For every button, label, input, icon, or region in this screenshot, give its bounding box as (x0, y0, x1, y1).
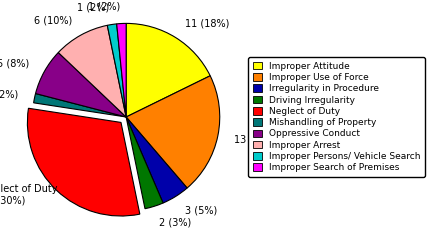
Text: 2 (3%): 2 (3%) (159, 217, 191, 227)
Text: 11 (18%): 11 (18%) (184, 18, 228, 28)
Wedge shape (107, 24, 126, 117)
Text: 1 (2%): 1 (2%) (0, 90, 18, 100)
Wedge shape (126, 117, 187, 203)
Wedge shape (116, 23, 126, 117)
Legend: Improper Attitude, Improper Use of Force, Irregularity in Procedure, Driving Irr: Improper Attitude, Improper Use of Force… (247, 57, 424, 177)
Text: 1 (2%): 1 (2%) (77, 3, 109, 13)
Text: 5 (8%): 5 (8%) (0, 58, 30, 68)
Wedge shape (33, 94, 126, 117)
Wedge shape (126, 117, 163, 209)
Text: 6 (10%): 6 (10%) (34, 15, 72, 26)
Text: Neglect of Duty
19 (30%): Neglect of Duty 19 (30%) (0, 184, 57, 206)
Wedge shape (126, 23, 210, 117)
Text: 13 (20%): 13 (20%) (234, 134, 278, 144)
Wedge shape (126, 76, 219, 188)
Text: 3 (5%): 3 (5%) (184, 206, 216, 216)
Wedge shape (36, 52, 126, 117)
Wedge shape (58, 25, 126, 117)
Text: 1 (2%): 1 (2%) (88, 2, 120, 12)
Wedge shape (27, 108, 139, 216)
